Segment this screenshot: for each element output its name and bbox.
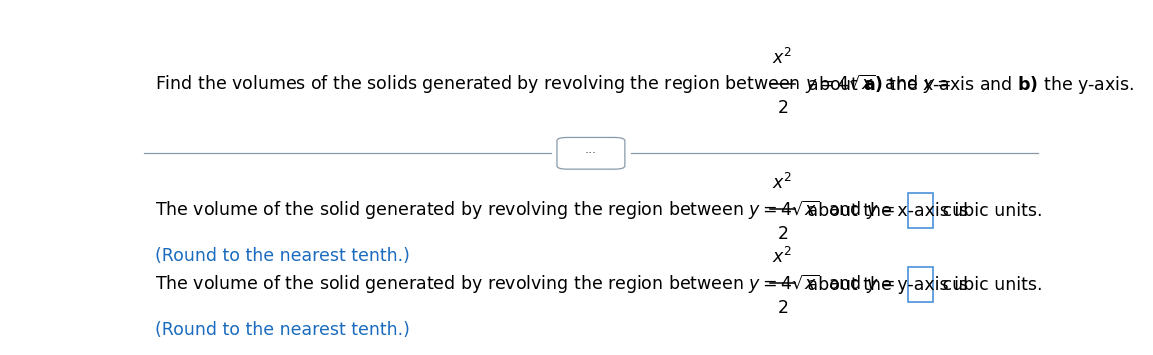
Text: $x^2$: $x^2$ (773, 173, 792, 193)
FancyBboxPatch shape (909, 193, 933, 229)
Text: about $\mathbf{a)}$ the x-axis and $\mathbf{b)}$ the y-axis.: about $\mathbf{a)}$ the x-axis and $\mat… (801, 74, 1135, 96)
Text: The volume of the solid generated by revolving the region between $y = 4\sqrt{x}: The volume of the solid generated by rev… (155, 273, 895, 296)
Text: cubic units.: cubic units. (936, 202, 1042, 220)
Text: $2$: $2$ (776, 225, 787, 243)
Text: (Round to the nearest tenth.): (Round to the nearest tenth.) (155, 247, 409, 265)
Text: $2$: $2$ (776, 299, 787, 317)
Text: Find the volumes of the solids generated by revolving the region between $y = 4\: Find the volumes of the solids generated… (155, 73, 951, 97)
FancyBboxPatch shape (909, 267, 933, 302)
Text: ···: ··· (585, 147, 597, 160)
Text: (Round to the nearest tenth.): (Round to the nearest tenth.) (155, 321, 409, 339)
Text: $x^2$: $x^2$ (773, 48, 792, 68)
Text: about the y-axis is: about the y-axis is (801, 275, 967, 294)
Text: The volume of the solid generated by revolving the region between $y = 4\sqrt{x}: The volume of the solid generated by rev… (155, 199, 895, 222)
Text: cubic units.: cubic units. (936, 275, 1042, 294)
Text: $2$: $2$ (776, 99, 787, 117)
Text: about the x-axis is: about the x-axis is (801, 202, 969, 220)
Text: $x^2$: $x^2$ (773, 247, 792, 267)
FancyBboxPatch shape (557, 137, 625, 169)
